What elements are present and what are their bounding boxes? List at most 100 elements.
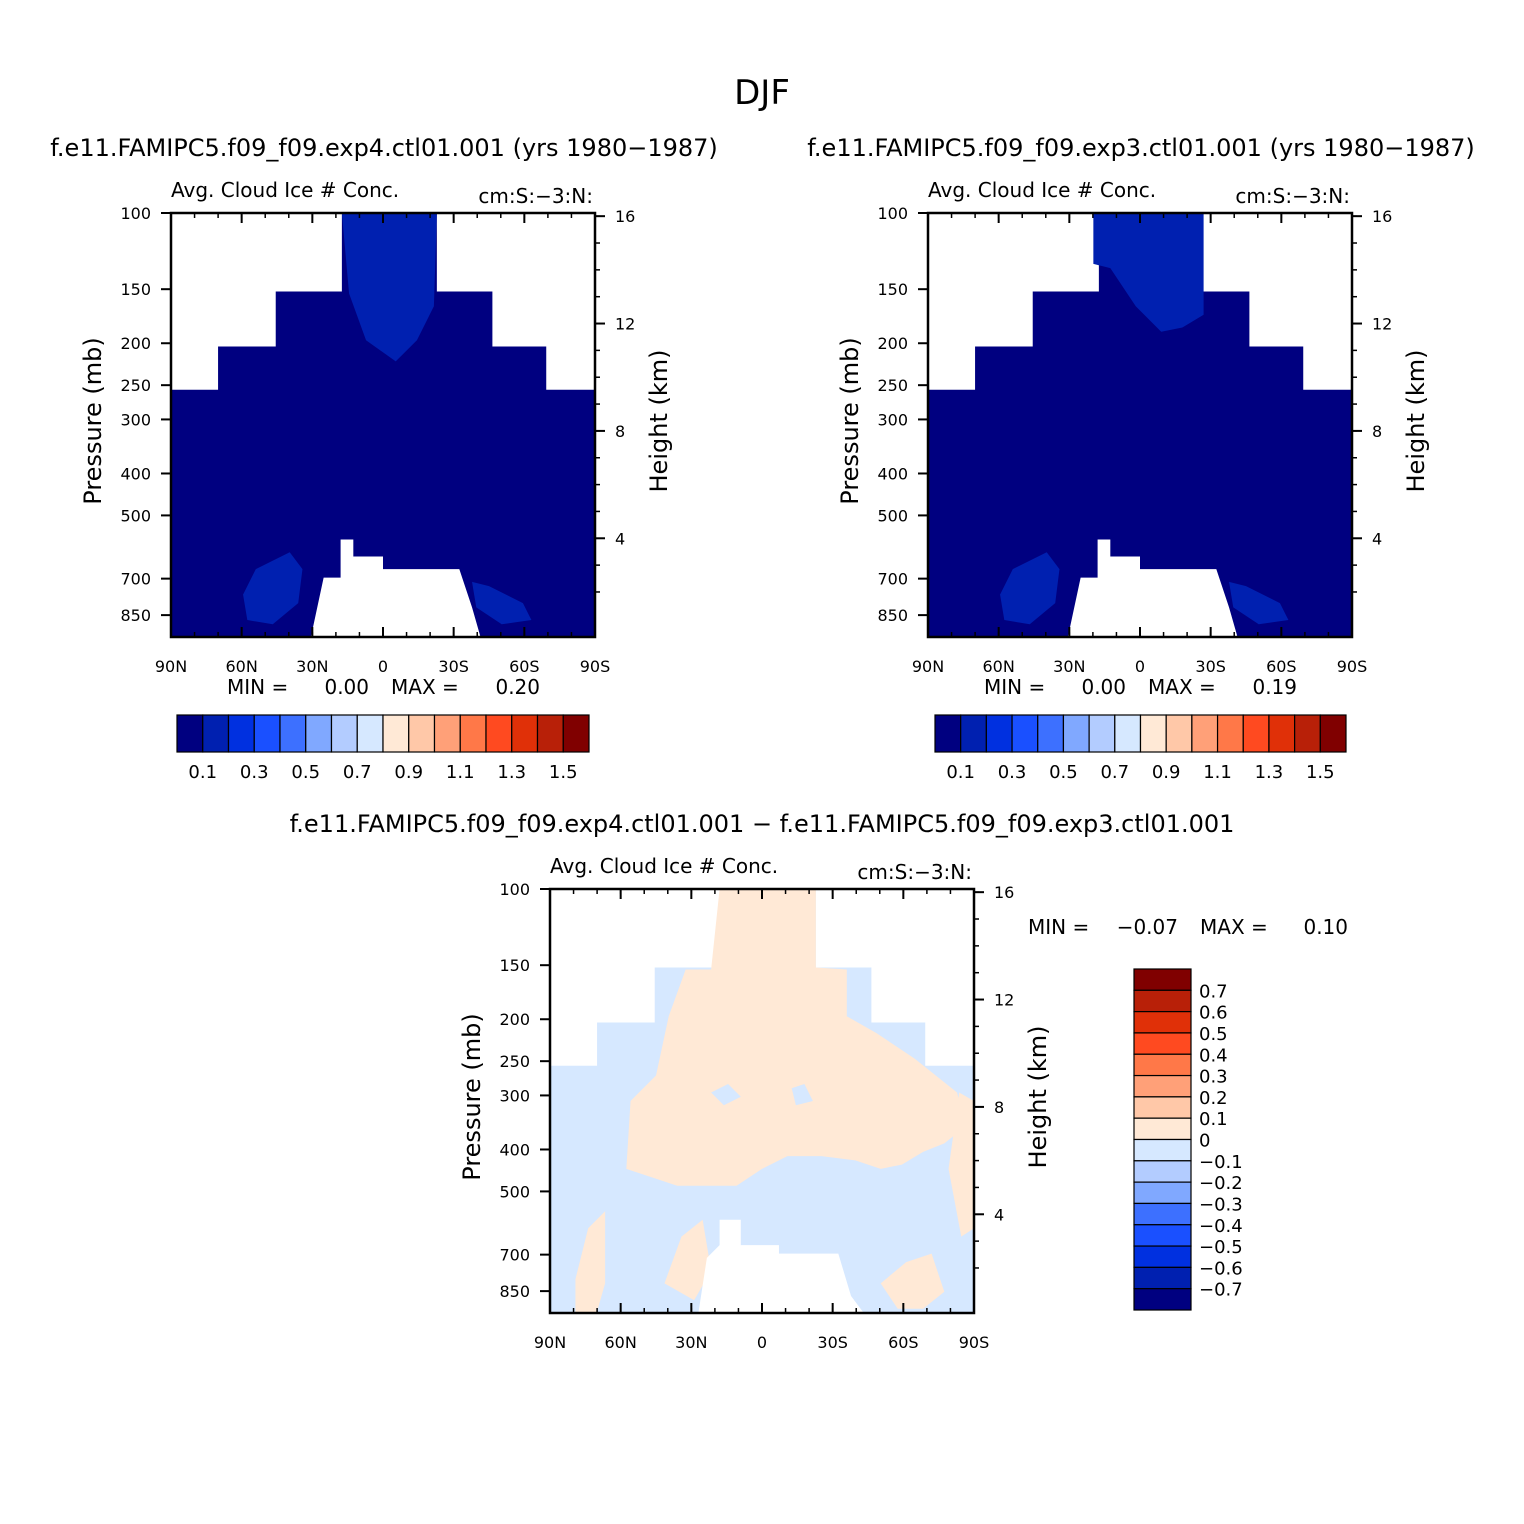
colorbar-label: 0.1	[188, 762, 217, 783]
y2-tick-label: 16	[1372, 207, 1392, 226]
y-tick-label: 200	[120, 334, 151, 353]
y-tick-label: 100	[499, 880, 530, 899]
y-axis-label: Pressure (mb)	[79, 337, 107, 504]
y-tick-label: 150	[120, 280, 151, 299]
colorbar-box	[1133, 1032, 1192, 1055]
colorbar-label: 1.1	[1203, 762, 1232, 783]
y2-tick-label: 4	[994, 1205, 1004, 1224]
colorbar-label: 0.6	[1199, 1003, 1228, 1024]
panel-exp4: f.e11.FAMIPC5.f09_f09.exp4.ctl01.001 (yr…	[50, 134, 718, 783]
colorbar-label: 0.9	[394, 762, 423, 783]
upper-core	[1093, 213, 1204, 332]
colorbar-box	[1268, 714, 1296, 753]
y2-tick-label: 12	[1372, 315, 1392, 334]
lower-left-core	[1000, 552, 1060, 625]
colorbar-box	[1133, 1245, 1192, 1268]
field-base	[928, 213, 1352, 637]
colorbar-box	[1114, 714, 1142, 753]
y2-tick-label: 4	[1372, 529, 1382, 548]
colorbar-label: 0.3	[1199, 1067, 1228, 1088]
colorbar-box	[1133, 989, 1192, 1013]
panel-diff: f.e11.FAMIPC5.f09_f09.exp4.ctl01.001 − f…	[290, 810, 1348, 1352]
x-tick-label: 90N	[912, 657, 944, 676]
colorbar-box	[562, 714, 590, 753]
colorbar-label: 0.1	[946, 762, 975, 783]
max-value: 0.19	[1252, 675, 1297, 699]
y2-tick-label: 8	[994, 1098, 1004, 1117]
colorbar-label: 0	[1199, 1131, 1210, 1152]
y-tick-label: 150	[499, 956, 530, 975]
colorbar-box	[1037, 714, 1065, 753]
colorbar-box	[176, 714, 204, 753]
diff-positive-left	[575, 1211, 606, 1313]
colorbar-box	[279, 714, 307, 753]
colorbar-label: −0.7	[1199, 1280, 1243, 1301]
left-string: Avg. Cloud Ice # Conc.	[550, 854, 778, 878]
y-tick-label: 850	[499, 1282, 530, 1301]
x-tick-label: 0	[757, 1333, 767, 1352]
colorbar-box	[433, 714, 461, 753]
diff-positive-sh	[880, 1253, 945, 1309]
diff-negative-pocket	[791, 1084, 813, 1106]
colorbar-box	[202, 714, 230, 753]
colorbar-box	[1133, 1011, 1192, 1034]
max-label: MAX =	[1148, 675, 1216, 699]
colorbar-box	[227, 714, 255, 753]
y-tick-label: 150	[877, 280, 908, 299]
x-tick-label: 30S	[1195, 657, 1226, 676]
colorbar-box	[985, 714, 1013, 753]
colorbar-box	[1011, 714, 1039, 753]
y-tick-label: 300	[120, 410, 151, 429]
y2-tick-label: 4	[615, 529, 625, 548]
x-tick-label: 60N	[605, 1333, 637, 1352]
lower-right-core	[472, 581, 532, 625]
y-tick-label: 200	[499, 1010, 530, 1029]
colorbar-box	[485, 714, 513, 753]
colorbar-label: 0.9	[1152, 762, 1181, 783]
diff-positive-right	[948, 1092, 974, 1237]
x-tick-label: 60S	[888, 1333, 919, 1352]
colorbar-box	[1133, 1288, 1192, 1311]
min-value: −0.07	[1117, 915, 1178, 939]
y2-tick-label: 12	[994, 991, 1014, 1010]
colorbar-label: 0.1	[1199, 1109, 1228, 1130]
colorbar-box	[536, 714, 564, 753]
colorbar-box	[1133, 1202, 1192, 1226]
colorbar-label: 1.3	[497, 762, 526, 783]
figure-title: DJF	[734, 73, 790, 113]
x-tick-label: 60N	[226, 657, 258, 676]
y-tick-label: 400	[499, 1140, 530, 1159]
y-tick-label: 500	[877, 506, 908, 525]
diff-positive-main	[626, 889, 966, 1186]
y2-tick-label: 12	[615, 315, 635, 334]
y-tick-label: 500	[499, 1182, 530, 1201]
colorbar-label: 1.1	[446, 762, 475, 783]
diff-negative-pocket	[711, 1084, 741, 1106]
colorbar-label: 0.2	[1199, 1088, 1228, 1109]
left-string: Avg. Cloud Ice # Conc.	[171, 178, 399, 202]
x-tick-label: 30S	[817, 1333, 848, 1352]
colorbar-label: −0.1	[1199, 1152, 1243, 1173]
orography-mask	[698, 1219, 864, 1313]
y-tick-label: 300	[877, 410, 908, 429]
colorbar-box	[1133, 1266, 1192, 1290]
right-string: cm:S:−3:N:	[478, 184, 593, 208]
case-title: f.e11.FAMIPC5.f09_f09.exp3.ctl01.001 (yr…	[807, 134, 1475, 162]
colorbar-box	[408, 714, 436, 753]
colorbar-box	[1133, 1074, 1192, 1098]
orography-mask	[1067, 539, 1238, 637]
colorbar-label: 0.5	[291, 762, 320, 783]
diff-positive-lower	[664, 1219, 712, 1301]
upper-core	[341, 213, 437, 362]
colorbar-box	[330, 714, 358, 753]
colorbar-box	[305, 714, 333, 753]
max-label: MAX =	[1200, 915, 1268, 939]
colorbar-box	[1133, 1053, 1192, 1077]
colorbar-box	[934, 714, 962, 753]
colorbar-box	[253, 714, 281, 753]
min-label: MIN =	[984, 675, 1045, 699]
colorbar-box	[1133, 1224, 1192, 1247]
y2-tick-label: 16	[615, 207, 635, 226]
y-tick-label: 400	[877, 464, 908, 483]
